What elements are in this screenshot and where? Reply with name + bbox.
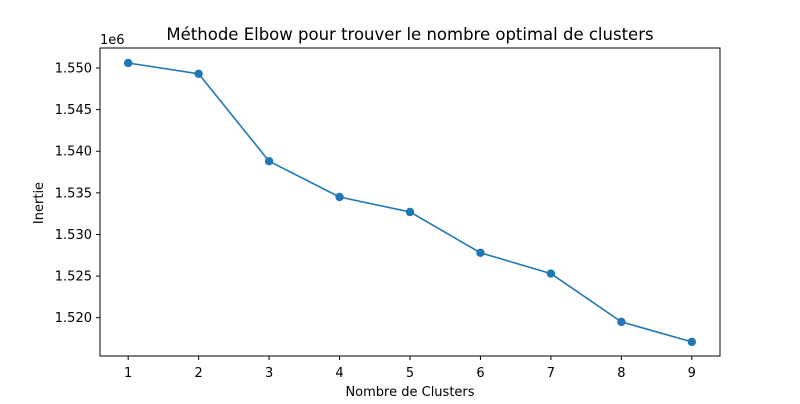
chart-title: Méthode Elbow pour trouver le nombre opt… xyxy=(166,25,653,44)
y-tick-label: 1.530 xyxy=(55,228,92,243)
x-axis-label: Nombre de Clusters xyxy=(345,385,474,400)
data-point xyxy=(123,58,133,68)
y-tick-label: 1.520 xyxy=(55,311,92,326)
x-tick-label: 4 xyxy=(335,366,343,381)
y-tick-label: 1.535 xyxy=(55,186,92,201)
x-tick-label: 3 xyxy=(265,366,273,381)
data-point xyxy=(687,337,697,347)
data-point xyxy=(264,157,274,166)
x-tick-label: 8 xyxy=(617,366,625,381)
x-tick-label: 2 xyxy=(194,366,202,381)
x-tick-label: 5 xyxy=(406,366,414,381)
data-point xyxy=(476,248,485,257)
x-tick-label: 9 xyxy=(688,366,696,381)
data-point xyxy=(194,69,203,79)
data-point xyxy=(335,192,344,202)
data-point xyxy=(617,317,626,327)
x-tick-label: 7 xyxy=(547,366,555,381)
axes: 1 2 3 4 5 6 7 8 9 1.520 1.525 1.530 1.535 1.540 1.545 1… xyxy=(55,47,721,381)
y-tick-label: 1.545 xyxy=(55,103,92,118)
y-axis-label: Inertie xyxy=(32,182,47,224)
y-axis-offset-label: 1e6 xyxy=(100,33,125,48)
data-point xyxy=(546,269,556,278)
x-tick-label: 6 xyxy=(476,366,484,381)
y-tick-label: 1.550 xyxy=(55,61,92,76)
data-point xyxy=(405,207,415,217)
y-tick-label: 1.525 xyxy=(55,270,92,285)
series-marker-layer xyxy=(123,58,697,347)
x-tick-label: 1 xyxy=(124,366,132,381)
y-tick-label: 1.540 xyxy=(55,145,92,160)
